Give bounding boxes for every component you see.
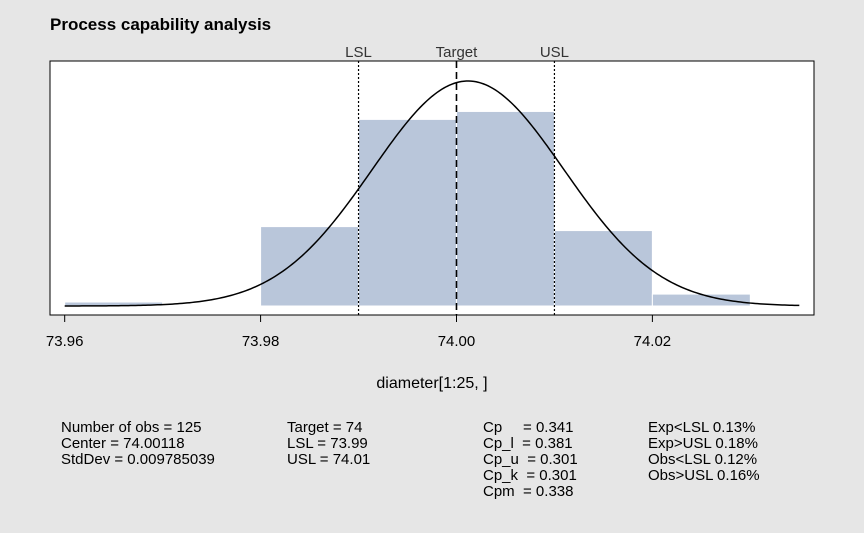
- stat-obs: Number of obs = 125: [61, 419, 202, 436]
- x-axis: 73.96 73.98 74.00 74.02: [46, 315, 671, 350]
- stat-obs-usl: Obs>USL 0.16%: [648, 467, 760, 484]
- histogram-bar: [651, 293, 751, 307]
- stats-column-obs: Number of obs = 125 Center = 74.00118 St…: [61, 420, 215, 468]
- x-axis-label: diameter[1:25, ]: [376, 375, 487, 392]
- stat-cp-l: Cp_l = 0.381: [483, 435, 573, 452]
- x-tick-label: 73.96: [46, 333, 84, 350]
- histogram-bar: [358, 118, 457, 307]
- x-tick-label: 73.98: [242, 333, 280, 350]
- stats-column-limits: Target = 74 LSL = 73.99 USL = 74.01: [287, 420, 370, 468]
- chart-title: Process capability analysis: [50, 15, 271, 34]
- stat-obs-lsl: Obs<LSL 0.12%: [648, 451, 758, 468]
- stat-target: Target = 74: [287, 419, 363, 436]
- x-tick-label: 74.02: [634, 333, 672, 350]
- stats-column-indices: Cp = 0.341 Cp_l = 0.381 Cp_u = 0.301 Cp_…: [483, 420, 578, 500]
- stat-usl: USL = 74.01: [287, 451, 371, 468]
- histogram-bar: [260, 226, 360, 307]
- reference-lines: LSL Target USL: [345, 44, 569, 315]
- normal-curve-group: [64, 80, 800, 307]
- normal-curve: [64, 80, 800, 307]
- reference-label-lsl: LSL: [345, 44, 372, 61]
- histogram-bars: [64, 110, 751, 307]
- stat-exp-lsl: Exp<LSL 0.13%: [648, 419, 756, 436]
- x-tick-label: 74.00: [438, 333, 476, 350]
- stat-stddev: StdDev = 0.009785039: [61, 451, 215, 468]
- histogram-bar: [553, 230, 653, 307]
- reference-label-target: Target: [436, 44, 479, 61]
- stats-column-percentages: Exp<LSL 0.13% Exp>USL 0.18% Obs<LSL 0.12…: [648, 420, 760, 484]
- stat-cp: Cp = 0.341: [483, 419, 574, 436]
- stat-cpm: Cpm = 0.338: [483, 483, 574, 500]
- stat-lsl: LSL = 73.99: [287, 435, 368, 452]
- stat-cp-u: Cp_u = 0.301: [483, 451, 578, 468]
- reference-label-usl: USL: [540, 44, 569, 61]
- stat-center: Center = 74.00118: [61, 435, 185, 452]
- stat-cp-k: Cp_k = 0.301: [483, 467, 577, 484]
- histogram-bar: [455, 110, 555, 307]
- stat-exp-usl: Exp>USL 0.18%: [648, 435, 758, 452]
